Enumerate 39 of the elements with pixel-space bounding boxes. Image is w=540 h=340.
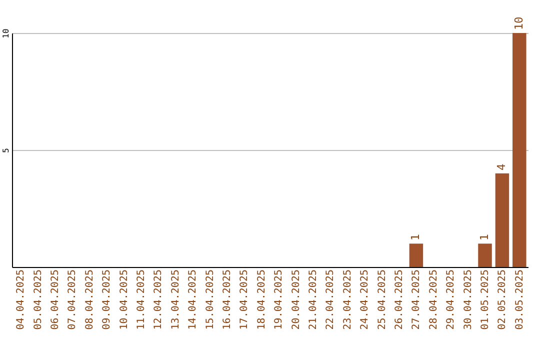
x-tick-label: 07.04.2025	[67, 270, 78, 330]
x-tick-label: 08.04.2025	[84, 270, 96, 330]
x-tick-label: 02.05.2025	[497, 270, 508, 330]
x-tick-label: 03.05.2025	[514, 270, 526, 330]
bar	[512, 33, 526, 267]
x-tick-label: 05.04.2025	[32, 270, 44, 330]
x-tick-label: 21.04.2025	[308, 270, 319, 330]
data-label: 1	[478, 234, 491, 241]
x-tick-label: 20.04.2025	[290, 270, 302, 330]
x-tick-label: 17.04.2025	[239, 270, 250, 330]
x-tick-label: 23.04.2025	[342, 270, 354, 330]
x-tick-label: 11.04.2025	[136, 270, 147, 330]
data-label: 4	[495, 163, 508, 170]
x-tick-label: 13.04.2025	[170, 270, 182, 330]
x-tick-label: 06.04.2025	[50, 270, 61, 330]
x-tick-label: 25.04.2025	[376, 270, 388, 330]
bar	[495, 173, 510, 267]
x-tick-label: 10.04.2025	[118, 270, 130, 330]
x-tick-label: 01.05.2025	[480, 270, 491, 330]
y-tick-label: 5	[2, 148, 10, 153]
x-tick-label: 14.04.2025	[188, 270, 199, 330]
x-tick-label: 15.04.2025	[204, 270, 216, 330]
data-label: 10	[512, 16, 526, 30]
bar	[409, 244, 424, 267]
x-tick-label: 28.04.2025	[428, 270, 440, 330]
x-tick-label: 09.04.2025	[102, 270, 113, 330]
x-tick-label: 19.04.2025	[274, 270, 285, 330]
x-tick-label: 30.04.2025	[462, 270, 474, 330]
x-tick-label: 27.04.2025	[411, 270, 422, 330]
x-tick-label: 26.04.2025	[394, 270, 405, 330]
x-tick-label: 24.04.2025	[360, 270, 371, 330]
x-tick-label: 16.04.2025	[222, 270, 233, 330]
x-tick-label: 18.04.2025	[256, 270, 268, 330]
data-label: 1	[409, 234, 422, 241]
x-tick-label: 04.04.2025	[16, 270, 27, 330]
bar	[478, 244, 492, 267]
x-tick-label: 29.04.2025	[446, 270, 457, 330]
x-tick-label: 22.04.2025	[325, 270, 336, 330]
x-tick-label: 12.04.2025	[153, 270, 164, 330]
